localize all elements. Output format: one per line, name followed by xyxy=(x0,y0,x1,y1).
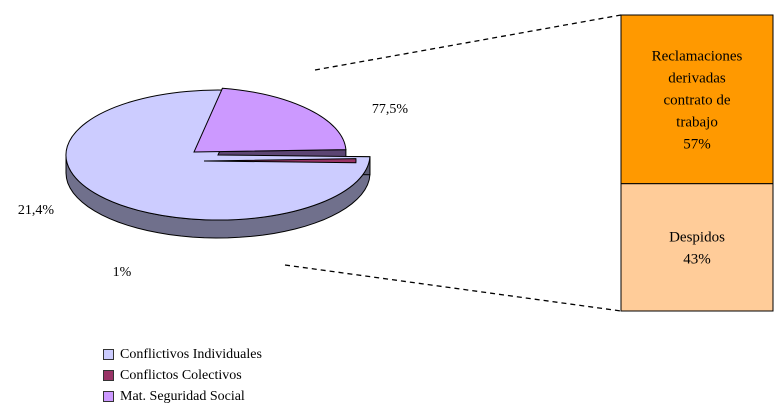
legend-swatch-individuales xyxy=(103,349,114,360)
bar-segment-despidos xyxy=(621,184,773,311)
bar-label-despidos-0: Despidos xyxy=(669,229,725,245)
bar-label-reclamaciones-3: trabajo xyxy=(676,114,718,130)
pie-chart xyxy=(66,88,370,238)
legend-item-colectivos: Conflictos Colectivos xyxy=(103,365,262,386)
legend-label-seguridad-social: Mat. Seguridad Social xyxy=(120,389,245,405)
pie-label-colectivos: 1% xyxy=(113,265,132,280)
pie-label-seguridad-social: 21,4% xyxy=(18,203,55,218)
bar-label-reclamaciones-1: derivadas xyxy=(668,70,726,86)
legend-item-seguridad-social: Mat. Seguridad Social xyxy=(103,386,262,407)
legend-label-colectivos: Conflictos Colectivos xyxy=(120,368,242,384)
breakdown-bar: Reclamaciones derivadas contrato de trabajo… xyxy=(621,15,773,311)
bar-label-reclamaciones-2: contrato de xyxy=(663,92,730,108)
connector-line-top xyxy=(315,15,621,70)
bar-label-reclamaciones-4: 57% xyxy=(683,136,711,152)
bar-label-reclamaciones-0: Reclamaciones xyxy=(652,48,743,64)
legend-label-individuales: Conflictivos Individuales xyxy=(120,347,262,363)
legend: Conflictivos Individuales Conflictos Col… xyxy=(103,344,262,407)
legend-item-individuales: Conflictivos Individuales xyxy=(103,344,262,365)
bar-label-despidos-1: 43% xyxy=(683,251,711,267)
legend-swatch-colectivos xyxy=(103,370,114,381)
connector-line-bottom xyxy=(285,265,621,311)
pie-label-individuales: 77,5% xyxy=(372,102,409,117)
legend-swatch-seguridad-social xyxy=(103,391,114,402)
